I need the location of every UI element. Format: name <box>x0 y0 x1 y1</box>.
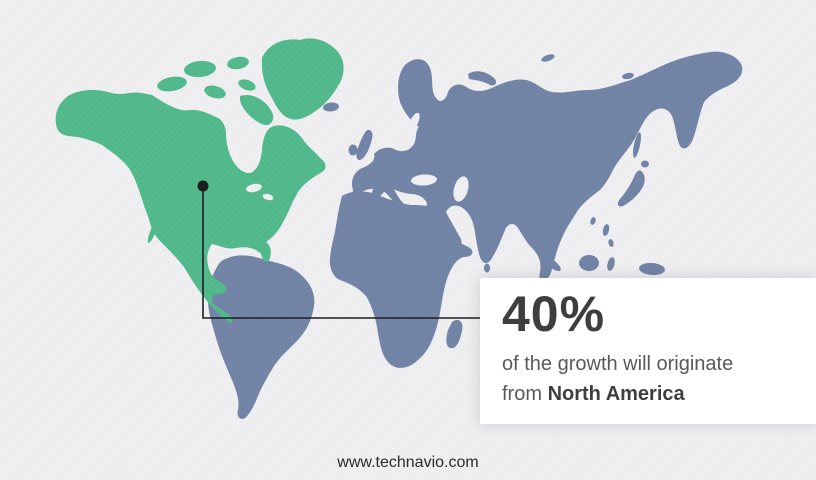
south-america <box>208 255 315 419</box>
region-north-america <box>55 38 344 323</box>
sakhalin-island <box>633 132 641 158</box>
madagascar-island <box>446 319 463 349</box>
callout-marker-dot <box>197 180 209 192</box>
arctic-island-4 <box>227 56 249 70</box>
borneo-island <box>579 255 599 271</box>
hispaniola-island <box>252 235 266 243</box>
black-sea <box>411 174 437 186</box>
arctic-island-2 <box>184 60 216 78</box>
callout-line2-prefix: from <box>502 382 548 405</box>
callout-percent: 40% <box>502 286 606 342</box>
callout-connector-line <box>202 186 483 319</box>
callout-line1: of the growth will originate <box>502 352 734 375</box>
ireland-island <box>348 144 358 156</box>
callout-description: of the growth will originate from North … <box>502 349 806 409</box>
baltic-sea <box>408 112 420 132</box>
severnaya-zemlya <box>541 54 555 62</box>
africa <box>329 191 473 368</box>
sea-overlays <box>246 112 469 202</box>
north-america-mainland <box>55 89 326 323</box>
japan-islands <box>617 170 645 207</box>
callout-region-name: North America <box>547 382 685 405</box>
novaya-zemlya <box>468 71 497 86</box>
new-guinea-island <box>639 262 665 276</box>
sumatra-island <box>541 254 561 272</box>
callout-box: 40% of the growth will originate from No… <box>480 278 816 424</box>
baja-california <box>147 215 161 243</box>
greenland <box>261 38 344 120</box>
new-siberian-islands <box>622 72 634 80</box>
website-url: www.technavio.com <box>337 454 479 471</box>
arctic-island-5 <box>238 79 256 91</box>
great-lakes-east <box>262 193 274 201</box>
hokkaido-island <box>641 160 649 168</box>
cuba-island <box>215 227 247 235</box>
caspian-sea <box>453 176 469 202</box>
sulawesi-island <box>607 257 615 271</box>
iceland-island <box>323 102 339 112</box>
taiwan-island <box>590 217 596 225</box>
callout-connector <box>197 180 483 319</box>
philippines-south <box>608 239 614 247</box>
region-rest-of-world <box>208 51 743 419</box>
great-britain-island <box>356 129 373 161</box>
eurasia <box>352 51 743 282</box>
great-lakes-west <box>246 183 262 193</box>
arctic-island-3 <box>204 85 226 99</box>
sri-lanka-island <box>484 263 490 273</box>
baffin-island <box>240 94 274 126</box>
philippines-north <box>602 224 610 236</box>
arctic-island-1 <box>157 76 187 92</box>
